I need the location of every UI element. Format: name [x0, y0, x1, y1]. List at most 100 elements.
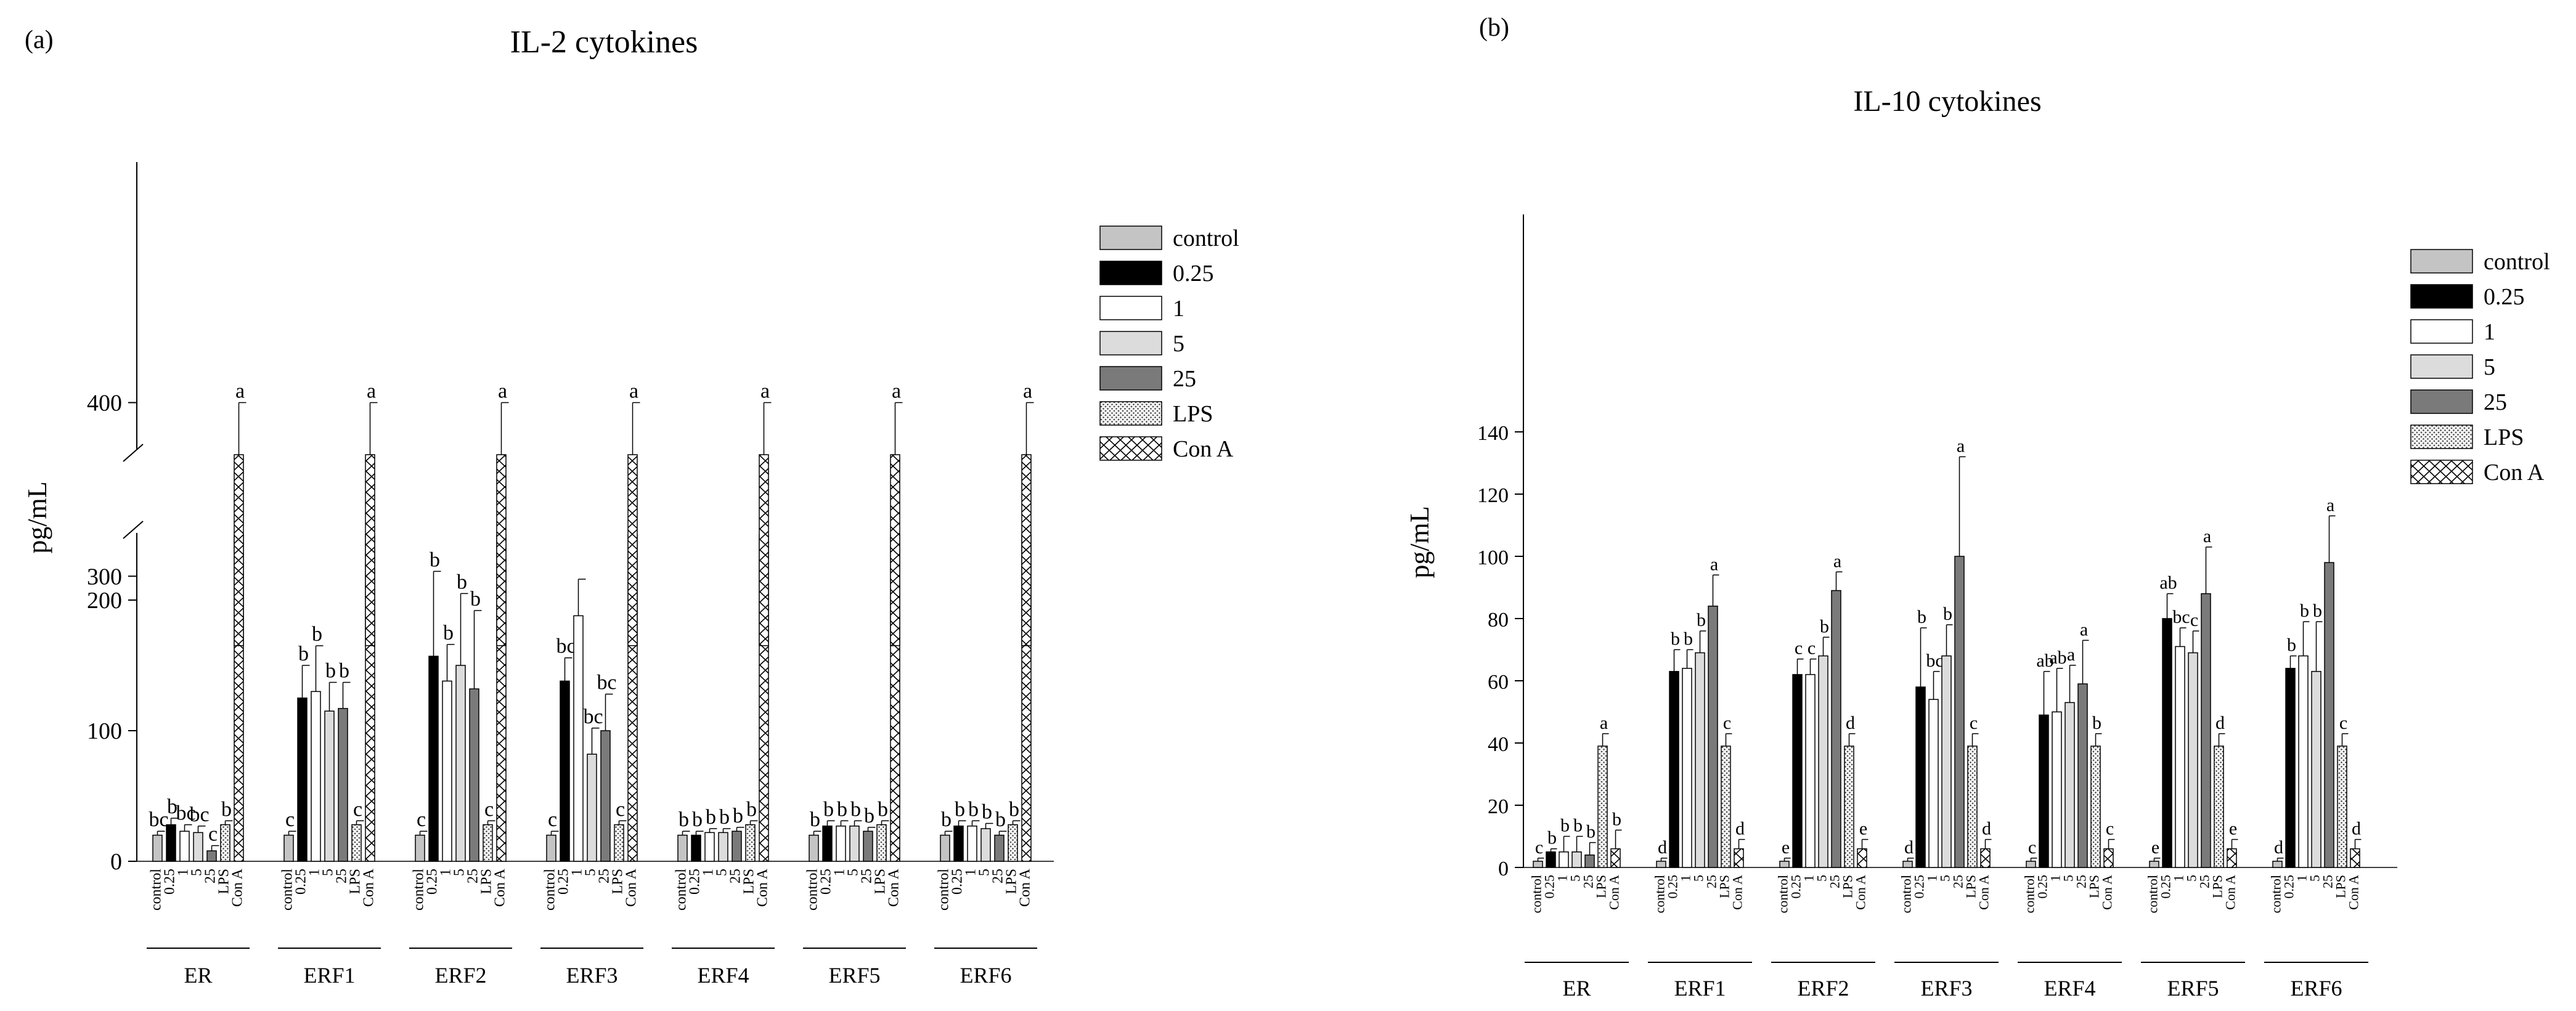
bar-erf2-25: [469, 688, 479, 862]
bar-erf4-25: [2077, 683, 2088, 868]
sig-letter-erf6-5: b: [982, 801, 992, 824]
sig-letter-erf2-con-a: a: [498, 380, 507, 402]
bar-erf5-lps: [2214, 745, 2224, 868]
category-label-erf5-control: control: [2145, 875, 2161, 913]
sig-letter-erf2-1: c: [1808, 638, 1816, 659]
category-label-erf2-control: control: [1775, 875, 1791, 913]
category-label-erf6-control: control: [936, 869, 952, 911]
category-label-erf4-con-a: Con A: [755, 868, 771, 907]
category-label-erf1-con-a: Con A: [1730, 875, 1745, 910]
sig-letter-erf2-25: b: [470, 588, 481, 611]
legend-swatch-lps: [1099, 401, 1162, 426]
sig-letter-erf6-25: b: [995, 808, 1006, 831]
category-label-erf5-25: 25: [859, 869, 875, 883]
sig-letter-erf2-1: b: [443, 622, 454, 644]
panel-a-label: (a): [25, 26, 54, 54]
bar-erf5-control: [809, 834, 819, 862]
bar-erf4-1: [2052, 711, 2062, 868]
bar-erf1-con-a-upper: [365, 454, 375, 646]
group-label-erf3: ERF3: [566, 963, 618, 988]
sig-letter-er-1: bc: [176, 802, 195, 825]
category-label-er-con-a: Con A: [1607, 875, 1622, 910]
category-label-erf6-0-25: 0.25: [2281, 875, 2297, 899]
sig-letter-er-25: c: [208, 823, 218, 846]
bar-er-control: [1533, 861, 1543, 868]
sig-letter-erf2-5: b: [457, 570, 467, 593]
category-label-er-5: 5: [1568, 875, 1583, 882]
sig-letter-erf3-25: a: [1957, 436, 1965, 456]
sig-letter-erf4-0-25: b: [692, 808, 703, 831]
legend-swatch-5: [2410, 354, 2473, 379]
bar-erf2-con-a: [1857, 848, 1867, 868]
sig-letter-erf4-1: b: [706, 806, 716, 829]
sig-letter-erf3-0-25: bc: [556, 635, 576, 658]
legend-swatch-0-25: [2410, 284, 2473, 309]
category-label-erf3-0-25: 0.25: [1912, 875, 1927, 899]
category-label-erf4-control: control: [2022, 875, 2037, 913]
bar-erf3-control: [1902, 861, 1913, 868]
sig-letter-erf1-25: b: [339, 660, 349, 683]
bar-erf6-0-25: [2285, 668, 2296, 868]
sig-letter-erf5-5: c: [2190, 610, 2198, 630]
bar-erf2-lps: [1844, 745, 1854, 868]
category-label-erf2-control: control: [411, 869, 427, 911]
bar-erf6-25: [2324, 562, 2334, 868]
category-label-erf4-0-25: 0.25: [2035, 875, 2050, 899]
legend-label-5: 5: [2484, 354, 2495, 380]
category-label-erf5-0-25: 0.25: [2158, 875, 2174, 899]
sig-letter-erf1-control: c: [285, 808, 295, 831]
sig-letter-erf5-25: a: [2203, 526, 2211, 546]
sig-letter-erf5-control: e: [2151, 837, 2159, 858]
category-label-erf6-25: 25: [990, 869, 1006, 883]
bar-erf5-1: [836, 826, 846, 862]
bar-erf3-control: [546, 834, 556, 862]
category-label-erf2-0-25: 0.25: [425, 869, 441, 895]
sig-letter-er-con-a: b: [1612, 809, 1621, 829]
bar-erf3-con-a-upper: [627, 454, 638, 646]
category-label-er-lps: LPS: [1594, 875, 1609, 898]
bar-er-lps: [1597, 745, 1608, 868]
category-label-erf5-1: 1: [832, 869, 848, 876]
sig-letter-er-0-25: b: [1547, 828, 1557, 848]
group-label-erf4: ERF4: [2044, 976, 2095, 1001]
category-label-erf2-25: 25: [465, 869, 481, 883]
sig-letter-erf2-lps: c: [484, 798, 494, 821]
bar-erf6-25: [994, 834, 1005, 862]
bar-erf6-5: [980, 828, 991, 862]
sig-letter-erf2-con-a: e: [1859, 819, 1867, 839]
sig-letter-erf2-control: c: [417, 808, 426, 831]
bar-erf6-lps: [1008, 824, 1018, 862]
category-label-erf2-con-a: Con A: [492, 868, 508, 907]
a-axis-break-mark: [123, 444, 144, 462]
bar-erf6-con-a: [2350, 848, 2360, 868]
bar-erf2-control: [1779, 861, 1790, 868]
sig-letter-erf4-control: b: [679, 808, 689, 831]
category-label-erf5-5: 5: [846, 869, 862, 876]
category-label-erf3-control: control: [1899, 875, 1914, 913]
sig-letter-erf6-0-25: b: [2287, 635, 2296, 656]
category-label-erf4-0-25: 0.25: [687, 869, 703, 895]
legend-label-control: control: [1173, 225, 1239, 251]
sig-letter-er-25: b: [1586, 822, 1596, 842]
group-label-er: ER: [1562, 976, 1591, 1001]
bar-erf3-5: [1941, 655, 1952, 868]
category-label-er-control: control: [1529, 875, 1544, 913]
sig-letter-erf4-1: ab: [2049, 648, 2066, 668]
legend-label-5: 5: [1173, 331, 1184, 357]
category-label-erf5-con-a: Con A: [886, 868, 902, 907]
bar-er-25: [1584, 855, 1595, 868]
category-label-erf1-5: 5: [1691, 875, 1706, 882]
sig-letter-erf1-1: b: [312, 623, 322, 646]
bar-erf5-5: [849, 826, 860, 862]
bar-erf1-0-25: [1669, 671, 1679, 868]
bar-erf1-0-25: [297, 697, 308, 862]
sig-letter-erf3-control: c: [548, 808, 557, 831]
sig-letter-erf1-5: b: [1697, 610, 1706, 630]
category-label-erf4-25: 25: [2074, 875, 2089, 888]
bar-erf6-1: [2298, 655, 2309, 868]
bar-erf1-5: [324, 710, 335, 862]
bar-erf2-0-25: [1792, 674, 1803, 868]
bar-erf2-0-25: [428, 656, 439, 862]
bar-erf1-lps: [351, 824, 362, 862]
